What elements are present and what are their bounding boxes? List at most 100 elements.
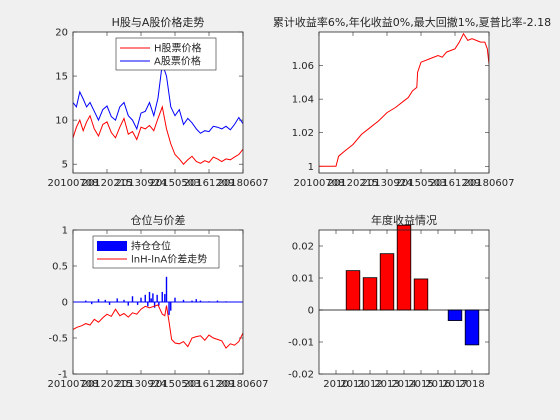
x-tick-label: 2018 — [459, 379, 484, 390]
chart-4: 年度收益情况-0.02-0.0100.010.02201020112012201… — [288, 213, 490, 390]
axes-frame — [72, 229, 244, 375]
y-tick-label: 1.02 — [292, 128, 314, 139]
x-tick-label: 2013 — [374, 379, 399, 390]
legend-box — [115, 37, 217, 71]
chart-title: H股与A股价格走势 — [112, 15, 205, 29]
position-bar — [216, 300, 219, 302]
chart-2: 累计收益率6%,年化收益0%,最大回撤1%,夏普比率-2.18 1 1.02 1.04… — [273, 15, 551, 189]
x-tick-label: 2017 — [442, 379, 467, 390]
x-tick-label: 20161209 — [184, 178, 235, 189]
y-tick-label: -0.5 — [48, 334, 68, 345]
x-tick-label: 20180607 — [218, 379, 269, 390]
chart-title: 累计收益率6%,年化收益0%,最大回撤1%,夏普比率-2.18 — [273, 15, 551, 29]
position-bar — [164, 294, 166, 302]
y-tick-label: 0.02 — [292, 242, 314, 253]
bar-2015 — [413, 278, 429, 311]
bar-2012 — [362, 277, 378, 311]
position-bar — [104, 299, 106, 302]
position-bar — [191, 300, 193, 302]
y-tick-label: 1 — [308, 162, 314, 173]
x-tick-label: 2011 — [340, 379, 365, 390]
position-bar — [195, 299, 197, 302]
position-bar — [174, 297, 176, 302]
y-tick-label: -1 — [58, 370, 68, 381]
y-tick-label: 10 — [55, 116, 68, 127]
position-bar — [91, 302, 93, 305]
position-bar — [199, 300, 202, 302]
x-tick-label: 20100708 — [294, 178, 345, 189]
y-tick-label: 1 — [62, 226, 68, 237]
position-bar — [116, 298, 118, 302]
x-tick-label: 2015 — [408, 379, 433, 390]
chart-3: 仓位与价差 -1 -0.5 0 0.5 1 201007082012021520130924… — [48, 213, 269, 390]
legend-entry: lnH-lnA价差走势 — [131, 253, 207, 266]
position-bar — [127, 302, 129, 306]
position-bar — [182, 299, 185, 302]
x-tick-label: 20130924 — [116, 178, 167, 189]
position-bar — [156, 294, 158, 302]
chart-title: 年度收益情况 — [371, 213, 437, 227]
position-bar — [170, 302, 172, 311]
x-tick-label: 2012 — [357, 379, 382, 390]
series-line-2 — [73, 304, 243, 349]
position-bar — [148, 291, 151, 302]
y-tick-label: 0 — [308, 306, 314, 317]
y-tick-label: 1.06 — [292, 61, 314, 72]
chart-title: 仓位与价差 — [131, 213, 186, 227]
y-tick-label: 5 — [62, 160, 68, 171]
bar-2018 — [464, 309, 480, 346]
y-tick-label: 0 — [62, 298, 68, 309]
series-line-1 — [319, 32, 489, 167]
axes-frame — [72, 31, 244, 174]
position-bar — [85, 300, 87, 302]
position-bar — [225, 301, 227, 302]
x-tick-label: 2016 — [425, 379, 450, 390]
x-tick-label: 20161209 — [184, 379, 235, 390]
bar-2017 — [447, 309, 463, 321]
y-tick-label: 0.01 — [292, 274, 314, 285]
y-tick-label: 0.5 — [52, 262, 68, 273]
position-bar — [147, 302, 149, 307]
position-bar — [140, 297, 142, 302]
x-tick-label: 20120215 — [82, 379, 133, 390]
legend-entry: A股票价格 — [154, 55, 201, 68]
position-bar — [150, 298, 152, 302]
position-bar — [131, 296, 134, 302]
legend-entry: H股票价格 — [154, 42, 202, 55]
x-tick-label: 20130924 — [116, 379, 167, 390]
bar-2011 — [345, 270, 361, 311]
x-tick-label: 20150503 — [396, 178, 447, 189]
legend-entry: 持仓仓位 — [131, 240, 171, 253]
x-tick-label: 20120215 — [328, 178, 379, 189]
y-tick-label: 20 — [55, 28, 68, 39]
x-tick-label: 20180607 — [218, 178, 269, 189]
x-tick-label: 20150503 — [150, 379, 201, 390]
x-tick-label: 20130924 — [362, 178, 413, 189]
series-line-1 — [73, 105, 243, 165]
position-bar — [161, 291, 163, 302]
x-tick-label: 2014 — [391, 379, 416, 390]
y-tick-label: 15 — [55, 72, 68, 83]
position-bar — [165, 276, 168, 302]
x-tick-label: 20120215 — [82, 178, 133, 189]
x-tick-label: 20100708 — [48, 379, 99, 390]
x-tick-label: 20161209 — [430, 178, 481, 189]
x-tick-label: 20180607 — [464, 178, 515, 189]
position-bar — [152, 293, 154, 302]
chart-1: H股与A股价格走势 5 10 15 20 201007082012021520130924… — [48, 15, 269, 189]
y-tick-label: -0.01 — [288, 338, 314, 349]
position-bar — [97, 299, 100, 302]
x-tick-label: 20150503 — [150, 178, 201, 189]
position-bar — [168, 302, 170, 315]
position-bar — [144, 294, 146, 302]
axes-frame — [318, 229, 490, 375]
bar-2013 — [379, 253, 395, 311]
x-tick-label: 2010 — [323, 379, 348, 390]
position-bar — [158, 302, 160, 306]
position-bar — [136, 302, 139, 305]
axes-frame — [318, 31, 490, 174]
position-bar — [208, 301, 210, 302]
